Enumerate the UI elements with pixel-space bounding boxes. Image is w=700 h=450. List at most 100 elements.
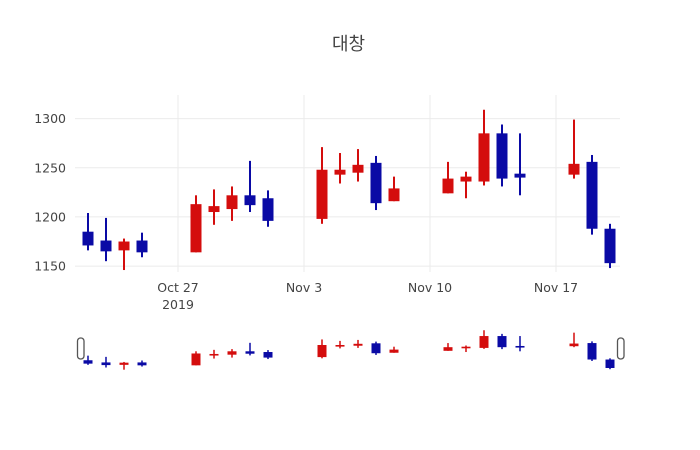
rangeslider-candle-body <box>119 362 129 365</box>
rangeslider-candlestick <box>443 343 453 351</box>
candlestick <box>352 149 364 182</box>
candle-body <box>586 161 598 229</box>
rangeslider-handle-left[interactable] <box>76 337 85 360</box>
candlestick <box>100 217 112 262</box>
x-tick-year-label: 2019 <box>162 297 194 312</box>
candle-body <box>208 206 220 213</box>
rangeslider-candlestick <box>263 350 273 360</box>
rangeslider-candlestick <box>515 336 525 352</box>
rangeslider-candlestick <box>209 349 219 359</box>
candle-body <box>118 241 130 251</box>
candle-body <box>136 240 148 253</box>
rangeslider-candlestick <box>101 356 111 368</box>
rangeslider-candlestick <box>137 360 147 367</box>
candlestick <box>370 155 382 211</box>
candle-body <box>226 195 238 210</box>
rangeslider-candle-body <box>497 336 507 348</box>
candle-body <box>370 162 382 204</box>
rangeslider-candlestick <box>389 346 399 353</box>
candlestick <box>118 238 130 271</box>
candlestick <box>136 232 148 258</box>
candlestick <box>226 186 238 221</box>
rangeslider-candle-body <box>371 343 381 354</box>
rangeslider-candle-body <box>569 343 579 347</box>
x-tick-label: Nov 17 <box>534 280 578 295</box>
rangeslider-candlestick <box>335 340 345 349</box>
candle-body <box>478 133 490 182</box>
candlestick <box>316 147 328 224</box>
candle-body <box>568 163 580 175</box>
candle-body <box>100 240 112 252</box>
x-tick-label: Oct 27 <box>157 280 199 295</box>
candle-body <box>514 173 526 178</box>
rangeslider-candle-body <box>605 359 615 368</box>
candlestick <box>262 190 274 227</box>
candle-body <box>496 133 508 179</box>
rangeslider-candlestick <box>569 332 579 348</box>
rangeslider-handle-right[interactable] <box>616 337 625 360</box>
candlestick <box>244 160 256 213</box>
candlestick <box>190 195 202 253</box>
rangeslider-candlestick <box>371 341 381 355</box>
candle-body <box>190 204 202 253</box>
rangeslider-candle-body <box>101 362 111 366</box>
candlestick <box>568 119 580 179</box>
candle-body <box>82 231 94 246</box>
rangeslider-candlestick <box>587 341 597 361</box>
candlestick <box>514 133 526 196</box>
rangeslider-candle-body <box>191 353 201 366</box>
rangeslider-candlestick <box>317 339 327 359</box>
rangeslider-candle-body <box>137 362 147 366</box>
x-tick-label: Nov 10 <box>408 280 452 295</box>
candlestick <box>208 189 220 225</box>
candle-body <box>460 176 472 182</box>
candlestick <box>496 124 508 187</box>
rangeslider-candlestick <box>461 345 471 353</box>
y-tick-label: 1200 <box>34 209 66 224</box>
candle-body <box>442 178 454 194</box>
rangeslider-candlestick <box>83 355 93 365</box>
candle-body <box>352 164 364 173</box>
rangeslider-candle-body <box>353 343 363 346</box>
rangeslider-candle-body <box>227 351 237 355</box>
rangeslider-candlestick <box>605 358 615 370</box>
candle-body <box>316 169 328 219</box>
rangeslider-candle-body <box>245 351 255 354</box>
candle-body <box>604 228 616 264</box>
candle-body <box>334 169 346 175</box>
y-tick-label: 1300 <box>34 111 66 126</box>
rangeslider-candle-body <box>83 360 93 364</box>
rangeslider-candlestick <box>497 333 507 350</box>
rangeslider-candlestick <box>119 361 129 370</box>
rangeslider-candle-body <box>209 353 219 356</box>
rangeslider-candle-body <box>317 345 327 358</box>
rangeslider-candle-body <box>461 346 471 349</box>
rangeslider-candle-body <box>479 336 489 348</box>
rangeslider-candlestick <box>245 342 255 356</box>
candlestick <box>460 171 472 199</box>
rangeslider-candlestick <box>353 339 363 348</box>
candlestick <box>82 213 94 251</box>
rangeslider-candle-body <box>515 345 525 348</box>
chart-title: 대창 <box>331 34 366 55</box>
x-tick-label: Nov 3 <box>286 280 322 295</box>
y-tick-label: 1150 <box>34 259 66 274</box>
candle-body <box>244 195 256 206</box>
rangeslider-candle-body <box>263 352 273 358</box>
rangeslider-candlestick <box>479 330 489 349</box>
y-tick-label: 1250 <box>34 160 66 175</box>
candle-body <box>262 198 274 221</box>
candlestick <box>604 223 616 269</box>
candle-body <box>388 188 400 202</box>
candlestick <box>586 154 598 235</box>
plot-area[interactable] <box>75 95 620 272</box>
candlestick <box>478 109 490 186</box>
rangeslider-candlestick <box>191 351 201 366</box>
rangeslider-candle-body <box>389 349 399 353</box>
rangeslider[interactable] <box>75 328 620 373</box>
candlestick <box>334 153 346 184</box>
rangeslider-candle-body <box>335 345 345 347</box>
rangeslider-candle-body <box>587 343 597 360</box>
